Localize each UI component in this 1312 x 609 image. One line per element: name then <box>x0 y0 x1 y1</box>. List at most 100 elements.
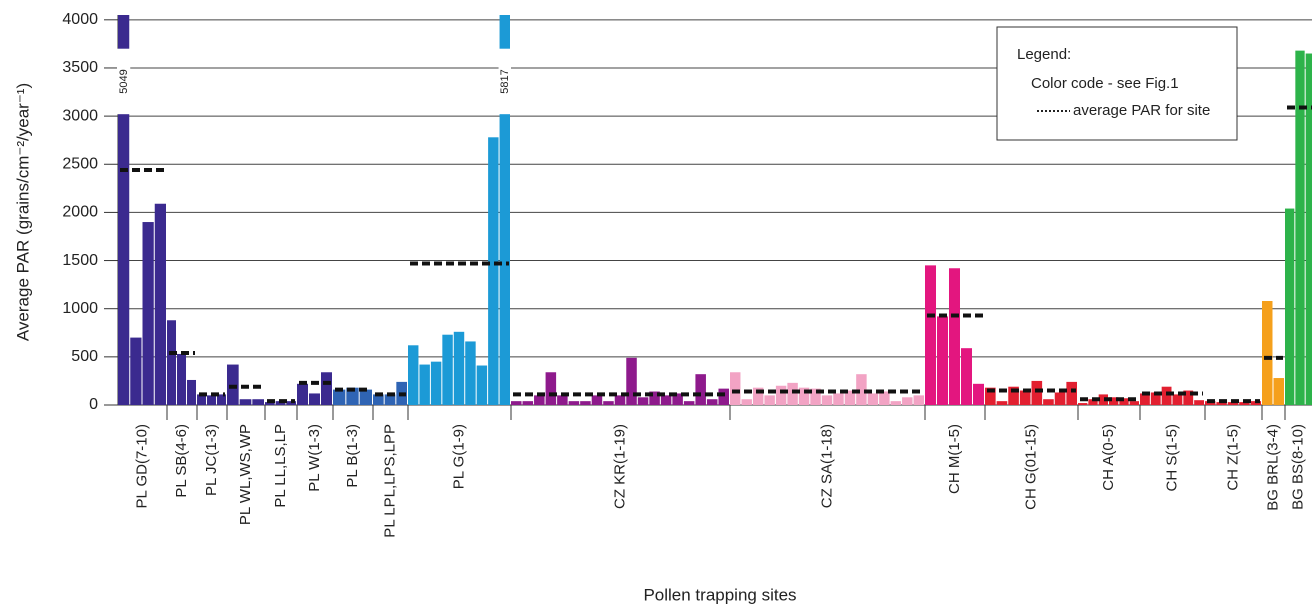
bar <box>1161 386 1172 405</box>
bar <box>890 401 902 405</box>
bar <box>1098 394 1108 405</box>
bar <box>167 320 176 405</box>
bar <box>1273 378 1284 405</box>
legend-box <box>996 26 1238 141</box>
x-tick-label: BG BS(8-10) <box>1289 424 1306 510</box>
bar <box>856 374 867 405</box>
bar <box>197 394 206 405</box>
y-tick-label: 3000 <box>62 107 98 124</box>
bar <box>913 395 924 405</box>
bar <box>321 372 332 405</box>
bar <box>265 402 275 405</box>
bar <box>821 395 833 405</box>
bar <box>187 379 196 405</box>
bar <box>961 348 972 405</box>
x-tick-label: CH A(0-5) <box>1100 424 1117 491</box>
legend-average-note: average PAR for site <box>1073 102 1210 119</box>
x-tick-label: PL SB(4-6) <box>173 424 190 498</box>
bar <box>752 387 764 405</box>
x-tick-label: CH Z(1-5) <box>1224 424 1241 491</box>
bar <box>810 388 821 405</box>
bar <box>309 393 320 405</box>
x-tick-label: CH S(1-5) <box>1163 424 1180 492</box>
axis-break <box>117 48 131 115</box>
bar <box>1119 398 1129 405</box>
bar <box>996 401 1008 405</box>
x-tick-label: PL LL,LS,LP <box>272 424 289 508</box>
legend-title: Legend: <box>1017 46 1071 63</box>
bar <box>1305 53 1312 405</box>
bar <box>118 15 130 406</box>
bar <box>1031 380 1043 405</box>
bar <box>973 383 984 405</box>
x-tick-label: CZ KR(1-19) <box>611 424 628 509</box>
bar <box>465 341 476 405</box>
y-tick-label: 500 <box>71 348 98 365</box>
bar <box>453 331 465 405</box>
bar <box>1088 399 1098 405</box>
bar <box>1194 400 1204 405</box>
y-axis-label: Average PAR (grains/cm⁻²/year⁻¹) <box>13 83 32 341</box>
y-tick-label: 3500 <box>62 59 98 76</box>
value-label: 5817 <box>499 69 511 93</box>
bar <box>430 361 442 405</box>
bar <box>142 222 154 405</box>
bar <box>1262 301 1273 405</box>
bar <box>333 389 346 405</box>
bar <box>177 353 186 405</box>
bar <box>488 137 499 405</box>
bar <box>557 395 568 405</box>
value-label: 5049 <box>118 69 130 93</box>
bar <box>1227 402 1239 405</box>
y-tick-label: 1000 <box>62 300 98 317</box>
bar <box>695 374 706 405</box>
bar <box>408 345 419 405</box>
x-tick-label: PL GD(7-10) <box>133 424 150 508</box>
bar <box>902 397 913 405</box>
bar <box>741 399 752 405</box>
bar <box>591 395 603 405</box>
bar <box>949 268 960 405</box>
axis-break <box>498 48 511 115</box>
bar <box>833 393 844 405</box>
bar <box>359 389 372 405</box>
bar <box>764 395 775 405</box>
bar <box>1019 390 1031 405</box>
bar <box>1150 392 1161 405</box>
x-tick-label: PL LPL,LPS,LPP <box>381 424 398 538</box>
bar <box>1140 393 1150 405</box>
legend-color-note: Color code - see Fig.1 <box>1031 75 1179 92</box>
bar <box>207 395 216 405</box>
bar <box>718 388 729 405</box>
bar <box>614 395 626 405</box>
bar <box>568 401 580 405</box>
bar <box>239 399 252 405</box>
bar <box>1066 381 1077 405</box>
overlay: 5049 5817 <box>117 48 1312 404</box>
bar <box>637 397 649 405</box>
y-tick-label: 2000 <box>62 204 98 221</box>
bar <box>925 265 936 405</box>
bar <box>798 387 810 405</box>
bar <box>775 385 787 405</box>
y-tick-label: 4000 <box>62 11 98 28</box>
bar <box>1078 403 1088 405</box>
bar <box>1239 402 1250 405</box>
bar <box>346 387 359 405</box>
bar <box>1054 392 1066 405</box>
bar <box>660 395 672 405</box>
bar <box>442 334 453 405</box>
y-tick-label: 0 <box>89 396 98 413</box>
bar <box>626 357 637 405</box>
bar <box>683 401 695 405</box>
bar <box>787 382 798 405</box>
x-tick-label: PL B(1-3) <box>344 424 361 488</box>
y-tick-label: 1500 <box>62 252 98 269</box>
bar <box>1183 390 1194 405</box>
bar <box>937 316 948 405</box>
bar <box>534 395 545 405</box>
bar <box>1008 386 1019 405</box>
bar <box>499 15 510 406</box>
grid: 0 500 1000 1500 2000 2500 3000 3500 4000 PL GD(7-… <box>62 11 1312 538</box>
